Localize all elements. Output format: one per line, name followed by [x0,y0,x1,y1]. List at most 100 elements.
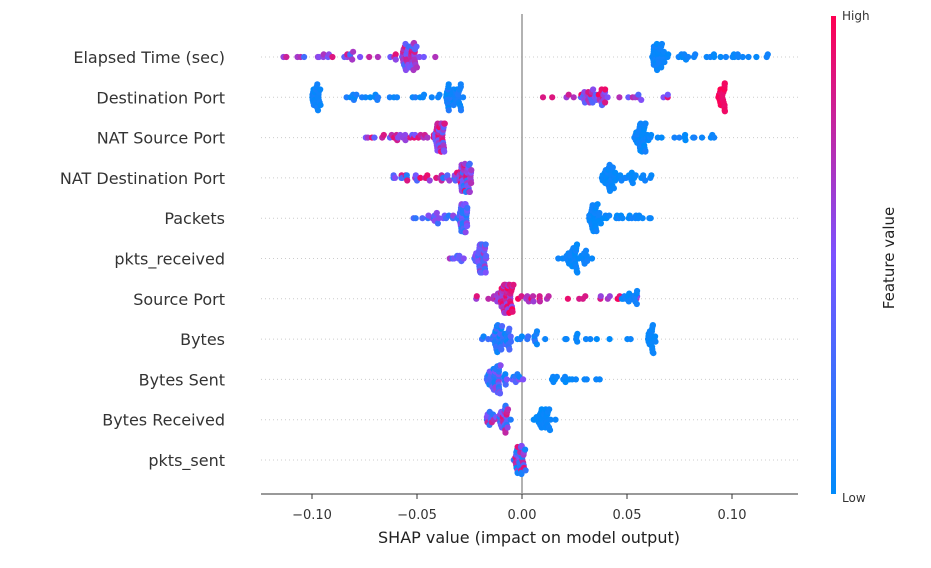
shap-point [485,295,492,302]
shap-point [374,94,382,101]
shap-point [632,172,639,179]
feature-label: Packets [164,209,225,228]
feature-label: Bytes [180,330,225,349]
shap-point [555,255,562,262]
shap-point [619,215,626,222]
shap-point [314,81,321,88]
shap-point [606,336,613,343]
shap-point [412,172,419,179]
shap-point [546,406,553,413]
shap-point [565,91,572,98]
shap-point [648,131,655,139]
shap-point [634,287,641,295]
shap-point [522,467,529,474]
shap-point [460,94,467,101]
shap-point [357,53,364,61]
shap-point [627,336,634,343]
shap-point [460,255,467,262]
colorbar-title: Feature value [880,207,898,309]
shap-point [482,269,489,276]
shap-point [570,94,577,101]
shap-point [574,330,581,337]
row-guide-lines [261,56,798,461]
shap-point [735,53,742,61]
x-tick-label: 0.10 [718,508,747,523]
shap-point [536,298,544,305]
feature-label: Bytes Received [102,411,225,430]
shap-point [529,293,537,300]
shap-point [593,228,600,235]
shap-point [419,215,426,222]
feature-label: NAT Source Port [97,129,225,148]
shap-point [518,333,526,340]
shap-point [561,373,569,380]
shap-point [518,293,525,300]
shap-point [441,148,448,155]
shap-point [536,293,543,300]
shap-point [317,86,324,93]
shap-point [685,53,692,61]
shap-point [640,172,647,179]
shap-point [434,220,441,227]
x-tick-label: 0.00 [508,508,537,523]
shap-point [652,338,659,345]
shap-point [420,53,427,61]
shap-point [639,215,646,222]
shap-point [520,376,527,383]
shap-point [682,137,689,144]
feature-label: Bytes Sent [139,370,225,389]
shap-point [711,134,718,141]
shap-point [525,333,532,340]
x-tick-label: −0.10 [292,508,332,523]
shap-point [753,53,760,61]
shap-point [530,298,537,305]
shap-point [444,172,451,179]
shap-point [420,91,428,98]
shap-point [436,91,443,98]
shap-point [353,91,360,98]
shap-point [317,102,324,109]
shap-point [625,94,632,101]
shap-point [553,373,561,380]
shap-point [612,169,619,176]
shap-point [764,51,771,58]
shap-point [498,346,505,353]
shap-point [721,80,728,87]
shap-point [510,281,517,288]
shap-point [642,177,649,184]
shap-point [413,64,420,71]
shap-point [582,293,589,300]
shap-point [424,134,431,141]
shap-point [596,376,603,383]
shap-point [545,293,552,300]
shap-point [504,424,511,431]
shap-point [745,53,752,61]
feature-label: Source Port [133,290,225,309]
shap-point [547,416,554,423]
shap-point [574,338,581,345]
shap-point [647,215,654,222]
shap-point [658,40,666,48]
x-axis-label: SHAP value (impact on model output) [378,528,680,547]
x-tick-label: 0.05 [613,508,642,523]
shap-point [642,120,649,127]
shap-point [457,81,464,88]
shap-point [457,107,465,114]
shap-point [633,300,640,308]
shap-point [506,346,513,353]
shap-point [588,255,596,262]
shap-point [391,174,399,181]
shap-point [402,137,409,144]
shap-point [602,86,609,93]
shap-point [367,94,374,101]
shap-point [635,91,642,98]
shap-point [722,53,730,61]
shap-point [507,338,514,345]
shap-point [432,53,439,61]
shap-point [549,94,556,101]
shap-point [533,341,541,348]
shap-point [616,94,623,101]
shap-point [609,164,616,171]
shap-point [428,94,435,101]
shap-point [582,336,590,343]
